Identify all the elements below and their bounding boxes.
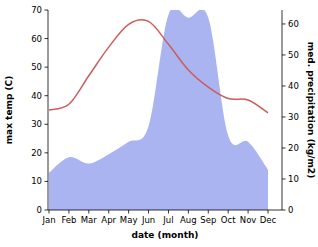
y-tick [45,181,49,182]
y2-tick-label: 60 [288,19,299,29]
x-axis-label: date (month) [132,230,199,240]
x-tick [268,210,269,214]
y-axis-label: max temp (C) [4,76,14,145]
y-tick-label: 60 [31,34,42,44]
x-tick-label: Nov [240,215,257,225]
y2-axis-line [282,10,283,210]
y2-tick-label: 50 [288,50,299,60]
y2-tick [282,116,286,117]
y2-tick [282,210,286,211]
y2-tick-label: 40 [288,81,299,91]
x-tick [148,210,149,214]
x-tick [88,210,89,214]
x-tick-label: Sep [200,215,216,225]
y-tick [45,152,49,153]
x-tick-label: Apr [101,215,116,225]
x-tick-label: Mar [81,215,98,225]
y-axis-line [48,10,49,210]
y2-tick-label: 10 [288,174,299,184]
x-tick-label: Jul [162,215,173,225]
y-tick-label: 70 [31,5,42,15]
x-tick [168,210,169,214]
y-tick-label: 40 [31,91,42,101]
x-tick-label: Feb [61,215,76,225]
y2-axis-label: med. precipitation (kg/m2) [306,42,316,178]
y-tick [45,10,49,11]
temperature-line [49,20,268,113]
x-tick [68,210,69,214]
y-tick [45,95,49,96]
y2-tick-label: 0 [288,205,293,215]
x-tick [248,210,249,214]
x-tick-label: May [120,215,138,225]
plot-area [49,10,268,210]
precipitation-area [49,10,268,210]
chart: 0 10 20 30 40 50 60 70 0 10 20 30 40 50 60 Jan Feb MarApr… [0,0,318,247]
y2-tick [282,23,286,24]
x-tick-label: Jan [41,215,55,225]
x-tick [108,210,109,214]
y2-tick [282,85,286,86]
x-tick [228,210,229,214]
x-tick [208,210,209,214]
x-axis-line [48,210,282,211]
x-tick [128,210,129,214]
axes: 0 10 20 30 40 50 60 70 0 10 20 30 40 50 60 Jan Feb MarApr… [31,5,299,225]
y-tick [45,210,49,211]
y2-tick [282,147,286,148]
x-tick-label: Dec [260,215,277,225]
y-tick [45,38,49,39]
y-tick-label: 30 [31,119,42,129]
x-tick-label: Jun [141,215,155,225]
x-tick-label: Aug [180,215,197,225]
y-tick-label: 50 [31,62,42,72]
y-tick [45,124,49,125]
y-tick-label: 10 [31,176,42,186]
y2-tick-label: 30 [288,112,299,122]
x-tick-label: Oct [221,215,236,225]
y2-tick [282,54,286,55]
y2-tick [282,178,286,179]
y-tick-label: 0 [37,205,42,215]
x-tick [49,210,50,214]
x-tick [188,210,189,214]
y2-tick-label: 20 [288,143,299,153]
y-tick [45,67,49,68]
y-tick-label: 20 [31,148,42,158]
